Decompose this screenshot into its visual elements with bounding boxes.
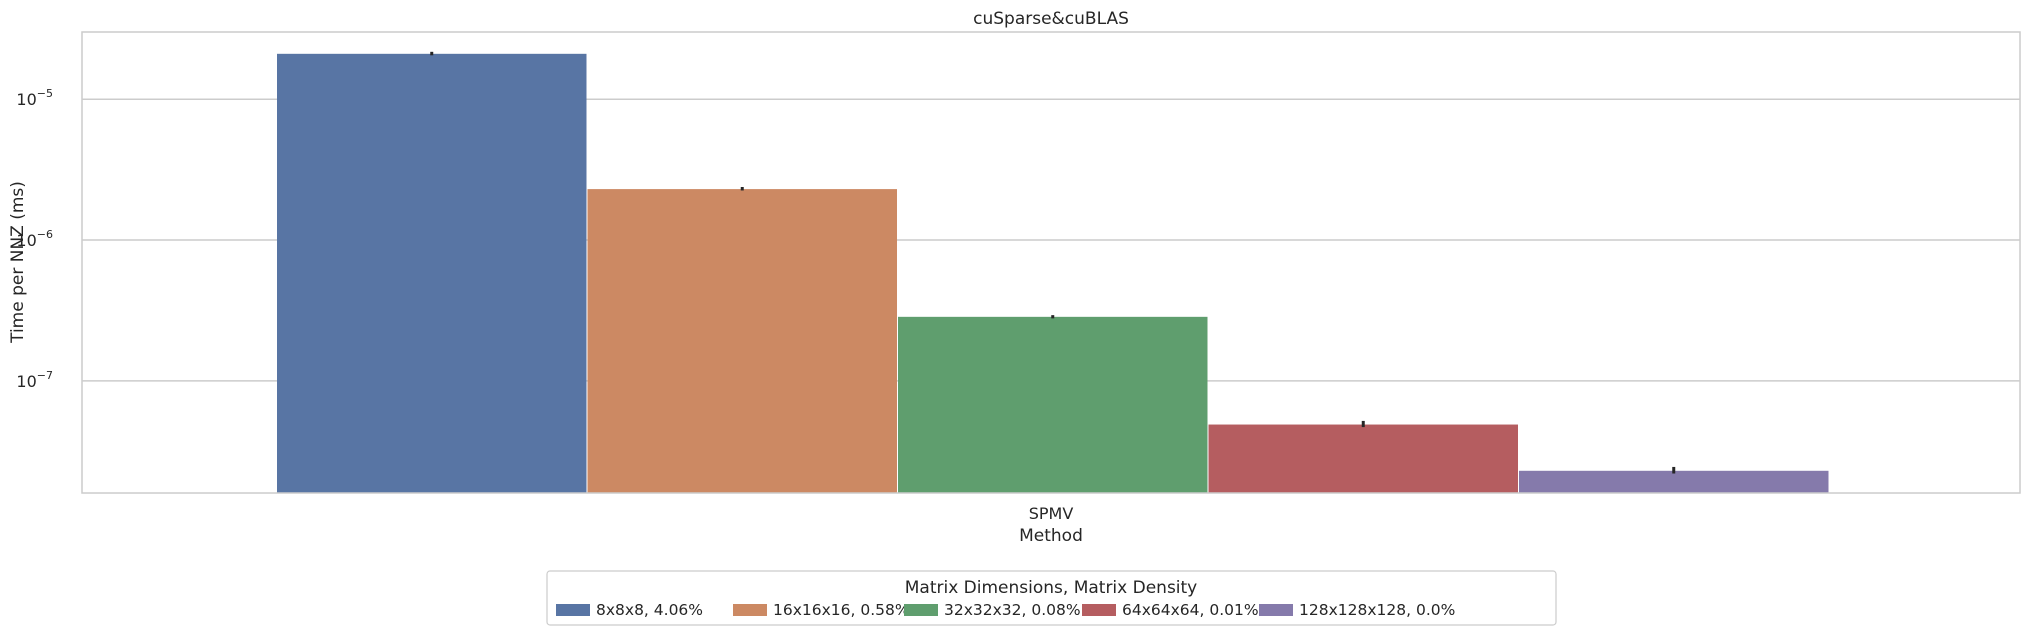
error-bars — [430, 51, 1676, 474]
y-tick-label-0: 10−5 — [16, 87, 53, 109]
legend-swatch-4 — [1259, 604, 1293, 616]
legend: Matrix Dimensions, Matrix Density 8x8x8,… — [546, 570, 1557, 626]
legend-label-0: 8x8x8, 4.06% — [596, 601, 703, 619]
legend-label-4: 128x128x128, 0.0% — [1299, 601, 1455, 619]
legend-items: 8x8x8, 4.06% 16x16x16, 0.58% 32x32x32, 0.0… — [556, 601, 1455, 619]
legend-swatch-3 — [1082, 604, 1116, 616]
legend-frame — [546, 570, 1557, 626]
legend-swatch-0 — [556, 604, 590, 616]
legend-swatch-2 — [904, 604, 938, 616]
legend-label-1: 16x16x16, 0.58% — [773, 601, 910, 619]
bar-2 — [898, 316, 1208, 493]
legend-swatch-1 — [733, 604, 767, 616]
bar-1 — [587, 189, 897, 493]
x-tick-labels: SPMV — [1029, 504, 1074, 523]
plot-area-frame — [81, 31, 2021, 494]
legend-label-2: 32x32x32, 0.08% — [944, 601, 1081, 619]
bars — [277, 53, 1829, 493]
y-axis-label: Time per NNZ (ms) — [8, 181, 28, 344]
x-axis-label: Method — [1019, 526, 1083, 546]
x-tick-label-0: SPMV — [1029, 504, 1074, 523]
legend-title: Matrix Dimensions, Matrix Density — [905, 578, 1198, 598]
chart-title: cuSparse&cuBLAS — [973, 9, 1129, 29]
bar-4 — [1519, 470, 1829, 493]
y-tick-label-2: 10−7 — [16, 369, 53, 391]
legend-label-3: 64x64x64, 0.01% — [1122, 601, 1259, 619]
bar-0 — [277, 53, 587, 493]
bar-3 — [1208, 424, 1518, 493]
